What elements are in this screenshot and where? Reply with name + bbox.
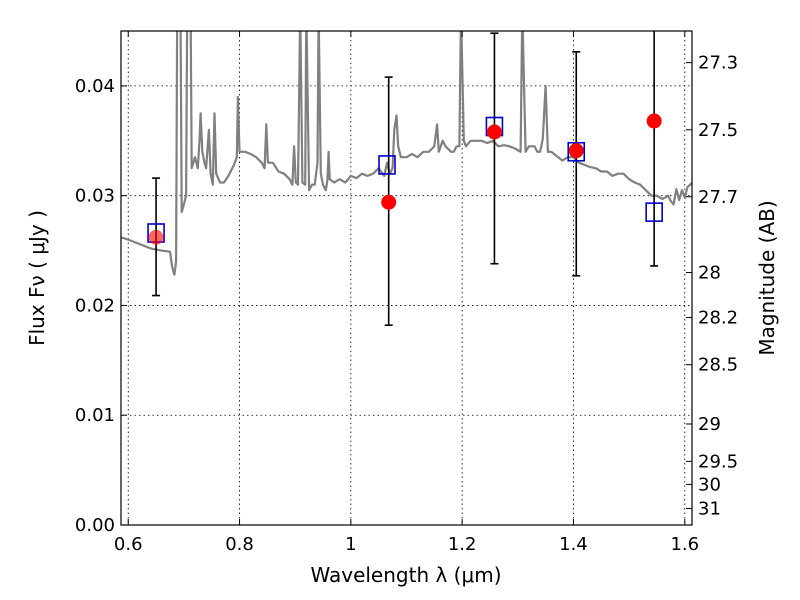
right-tick-label: 27.7	[698, 187, 738, 208]
observed-flux-point	[568, 143, 584, 159]
model-photometry-square	[378, 155, 396, 175]
x-tick-label: 0.6	[114, 534, 143, 555]
plot-frame	[120, 30, 693, 526]
y-tick-label: 0.04	[75, 76, 115, 97]
observed-flux-point	[646, 113, 662, 129]
errorbar-layer	[152, 31, 659, 327]
tick-layer: 0.6 0.8 1 1.2 1.4 1.6 0.00 0.01 0.02 0.03 0.04 27.3…	[75, 31, 738, 555]
right-tick-label: 29.5	[698, 451, 738, 472]
y-tick-label: 0.02	[75, 295, 115, 316]
model-photometry-square	[645, 202, 663, 222]
points-layer	[147, 113, 663, 245]
right-tick-label: 28	[698, 263, 721, 284]
y-tick-label: 0.01	[75, 405, 115, 426]
x-axis-label: Wavelength λ (μm)	[310, 563, 501, 587]
grid-layer	[121, 31, 692, 526]
sed-layer	[121, 31, 692, 276]
y-tick-label: 0.00	[75, 515, 115, 536]
right-tick-label: 27.5	[698, 120, 738, 141]
right-axis-label: Magnitude (AB)	[755, 200, 779, 355]
observed-flux-point	[486, 124, 502, 140]
observed-flux-point	[148, 229, 164, 245]
right-tick-label: 28.2	[698, 308, 738, 329]
x-tick-label: 1.2	[448, 534, 477, 555]
x-tick-label: 1	[345, 534, 356, 555]
right-tick-label: 27.3	[698, 53, 738, 74]
right-tick-label: 29	[698, 414, 721, 435]
y-tick-label: 0.03	[75, 186, 115, 207]
model-sed-line	[121, 31, 692, 276]
y-axis-label: Flux Fν ( μJy )	[25, 210, 49, 346]
x-tick-label: 0.8	[225, 534, 254, 555]
x-tick-label: 1.6	[670, 534, 699, 555]
x-tick-label: 1.4	[559, 534, 588, 555]
right-tick-label: 28.5	[698, 355, 738, 376]
observed-flux-point	[381, 194, 397, 210]
model-photometry-square	[567, 141, 586, 162]
right-tick-label: 31	[698, 499, 721, 520]
right-tick-label: 30	[698, 474, 721, 495]
